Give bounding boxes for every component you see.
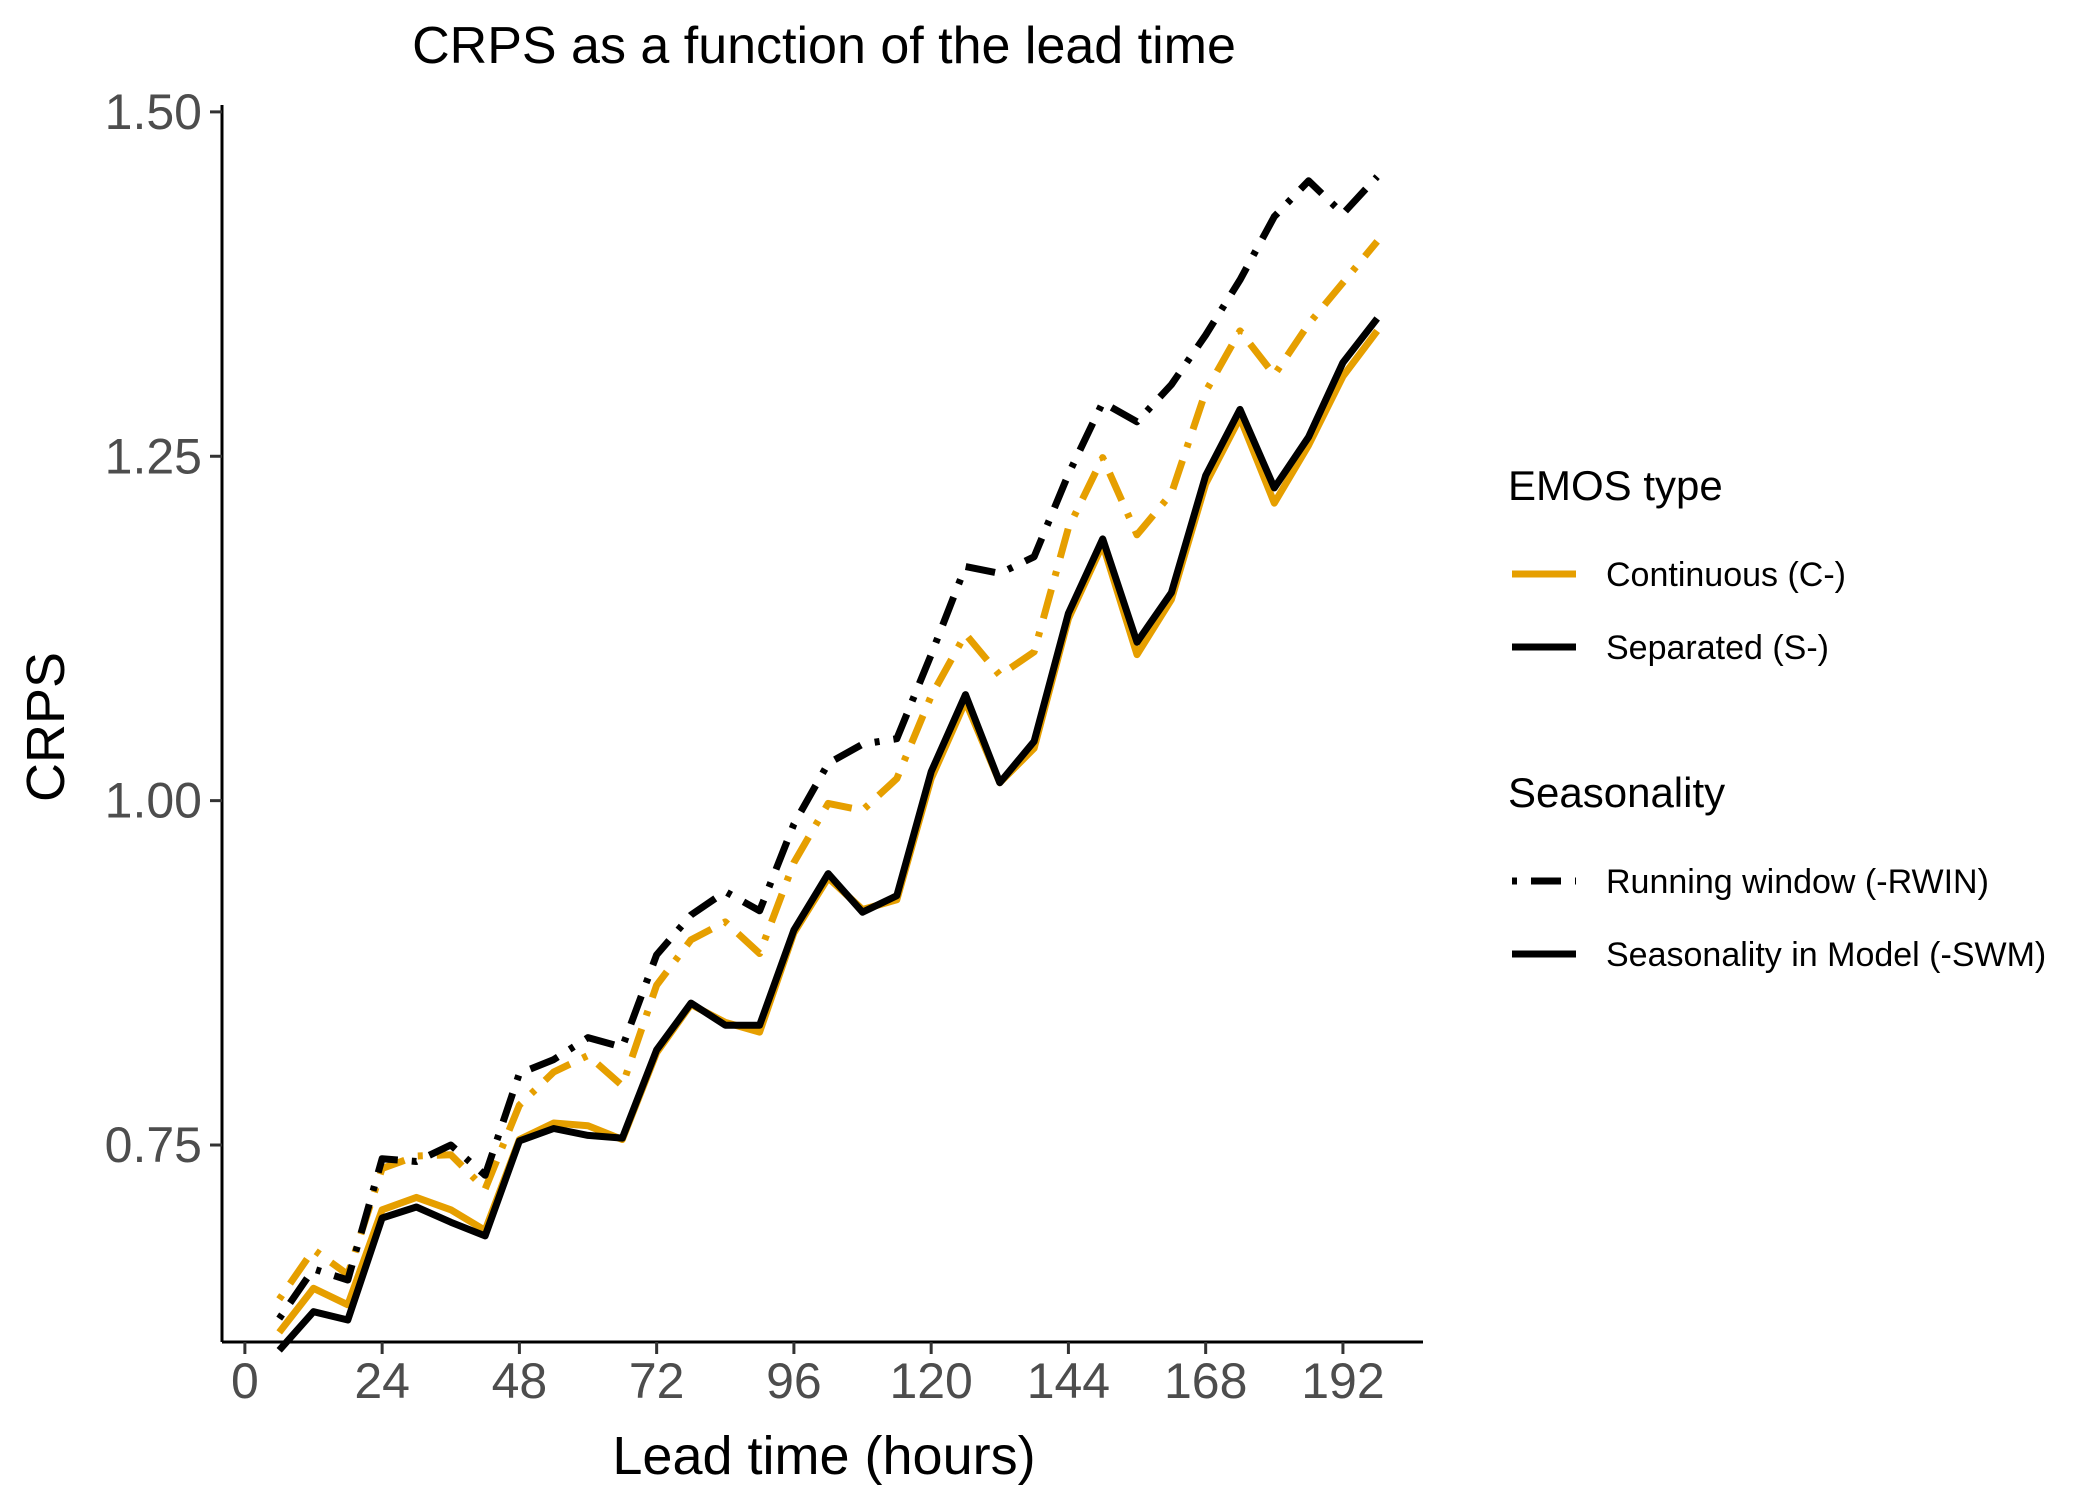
y-tick-label: 1.50 xyxy=(105,84,202,140)
x-tick-label: 0 xyxy=(231,1353,259,1409)
legend: EMOS type Continuous (C-) Separated (S-) Se… xyxy=(1508,462,2046,974)
y-tick-label: 0.75 xyxy=(105,1117,202,1173)
chart-title: CRPS as a function of the lead time xyxy=(412,17,1236,75)
x-tick-label: 48 xyxy=(492,1353,548,1409)
series-s-rwin xyxy=(276,174,1380,1321)
series-line-s-rwin xyxy=(276,174,1380,1321)
legend-label: Seasonality in Model (-SWM) xyxy=(1606,936,2046,974)
x-tick-label: 144 xyxy=(1027,1353,1110,1409)
series-c-rwin xyxy=(276,239,1380,1302)
legend-title: Seasonality xyxy=(1508,769,1725,816)
y-tick-label: 1.00 xyxy=(105,773,202,829)
legend-emos-type: EMOS type Continuous (C-) Separated (S-) xyxy=(1508,462,1846,667)
series-layer xyxy=(276,174,1380,1353)
series-c-swm xyxy=(276,328,1380,1335)
legend-label: Continuous (C-) xyxy=(1606,556,1846,594)
legend-label: Separated (S-) xyxy=(1606,629,1829,667)
y-tick-label: 1.25 xyxy=(105,428,202,484)
legend-label: Running window (-RWIN) xyxy=(1606,863,1989,901)
legend-title: EMOS type xyxy=(1508,462,1723,509)
series-s-swm xyxy=(276,316,1380,1353)
x-tick-label: 192 xyxy=(1301,1353,1384,1409)
x-tick-label: 96 xyxy=(766,1353,822,1409)
plot-panel: 0.75 1.00 1.25 1.50 0 24 48 72 96 120 144 168 192 xyxy=(105,84,1423,1409)
x-tick-label: 72 xyxy=(629,1353,685,1409)
x-tick-label: 120 xyxy=(889,1353,972,1409)
y-axis-title: CRPS xyxy=(16,652,76,802)
x-tick-label: 24 xyxy=(354,1353,410,1409)
x-axis-title: Lead time (hours) xyxy=(612,1426,1035,1486)
x-tick-label: 168 xyxy=(1164,1353,1247,1409)
x-axis-ticks: 0 24 48 72 96 120 144 168 192 xyxy=(231,1342,1385,1409)
series-line-c-rwin xyxy=(276,239,1380,1302)
y-axis-ticks: 0.75 1.00 1.25 1.50 xyxy=(105,84,222,1173)
series-line-c-swm xyxy=(276,328,1380,1335)
legend-seasonality: Seasonality Running window (-RWIN) Seasona… xyxy=(1508,769,2046,974)
